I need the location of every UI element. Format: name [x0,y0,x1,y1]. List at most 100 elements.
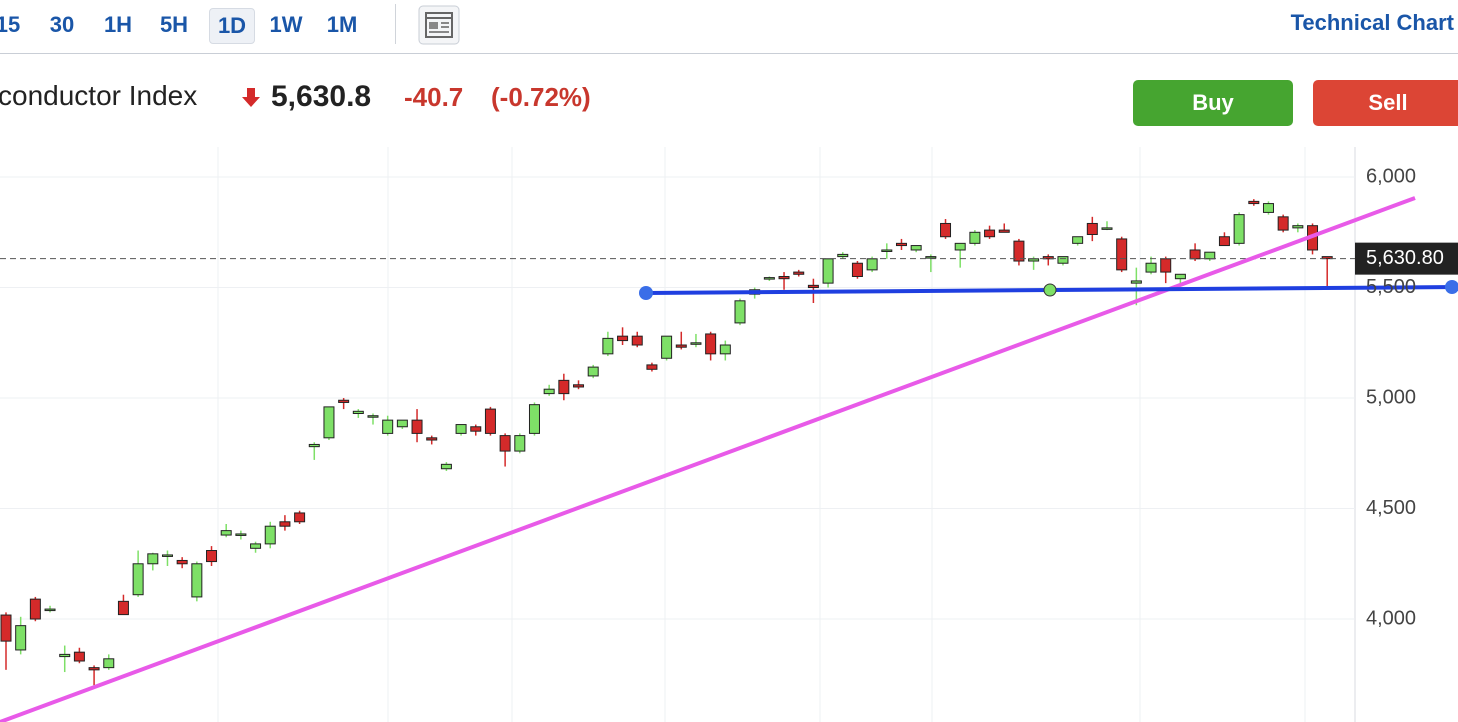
candle-body [705,333,717,355]
interval-tab[interactable]: 1D [209,8,255,44]
candle-body [734,300,746,324]
candle-body [954,242,966,251]
sell-button[interactable]: Sell [1313,80,1458,126]
candle-body [484,408,496,434]
candle-body [191,563,203,598]
candle-body [396,419,408,428]
candle-body [1174,273,1186,280]
buy-button[interactable]: Buy [1133,80,1293,126]
candle-body [59,653,71,658]
candle-body [250,543,262,549]
candle-body [690,342,702,345]
candle-body [675,344,687,348]
candle-body [1116,238,1128,271]
candle-body [617,335,629,342]
candle-body [0,614,12,642]
candle-body [778,275,790,280]
candle-body [631,335,643,346]
y-tick-label: 4,000 [1366,607,1416,629]
technical-chart-link[interactable]: Technical Chart [1290,10,1454,35]
candle-body [661,335,673,359]
line-handle[interactable] [1445,280,1458,294]
candle-body [1218,236,1230,247]
candle-body [15,625,27,651]
candle-body [308,443,320,448]
candle-body [866,258,878,271]
candle-body [323,406,335,439]
candle-body [719,344,731,355]
candle-body [793,271,805,275]
change: -40.7 [404,82,464,112]
candle-body [382,419,394,434]
layout-icon[interactable] [418,5,460,45]
candle-body [1086,222,1098,236]
candle-body [587,366,599,377]
candle-body [1130,280,1142,284]
plot [0,176,1355,686]
candle-body [264,525,276,545]
toolbar-border [0,53,1458,54]
y-tick-label: 5,000 [1366,386,1416,408]
candle-body [558,379,570,395]
last-price-label: 5,630.80 [1366,247,1444,269]
candle-body [940,222,952,238]
candle-body [1277,216,1289,231]
candle-body [440,463,452,470]
candle-body [1042,256,1054,260]
candle-body [1057,256,1069,264]
down-arrow [242,88,260,107]
candle-body [117,600,129,616]
candle-body [1262,203,1274,213]
interval-tab[interactable]: 1H [103,12,133,37]
candle-body [352,410,364,415]
candle-body [763,277,775,280]
instrument-name: conductor Index [0,80,198,111]
candle-body [1204,251,1216,260]
candle-body [294,512,306,523]
interval-tab[interactable]: 30 [49,12,75,37]
candle-body [279,521,291,527]
candle-body [29,598,41,620]
candle-body [132,563,144,596]
interval-tab[interactable]: 1W [269,12,303,37]
interval-tab[interactable]: 5H [159,12,189,37]
candle-body [470,426,482,432]
candle-body [44,608,56,612]
candle-body [984,229,996,238]
last-price-box [1355,242,1458,275]
candle-body [411,419,423,434]
candle-body [543,388,555,395]
line-handle[interactable] [1043,283,1057,297]
candle-body [998,229,1010,233]
candle-body [602,337,614,355]
candle-body [206,550,218,563]
candle-body [837,253,849,258]
candle-body [73,651,85,662]
vertical-grid [217,147,1306,722]
candle-body [573,384,585,388]
candle-body [176,559,188,565]
candle-body [851,262,863,277]
candle-body [646,364,658,370]
line-handle[interactable] [639,286,653,300]
trend-line[interactable] [0,196,1416,722]
candle-body [338,399,350,403]
candle-body [514,435,526,452]
candle-body [235,533,247,536]
candle-body [1145,262,1157,273]
candle-body [1072,236,1084,244]
y-tick-label: 5,500 [1366,276,1416,298]
candle-body [895,242,907,247]
interval-tab[interactable]: 15 [0,12,21,37]
change-percent: (-0.72%) [491,82,591,112]
candle-body [1321,256,1333,260]
candle-body [1292,225,1304,229]
interval-tab[interactable]: 1M [326,12,358,37]
candle-body [807,284,819,289]
candle-body [1160,258,1172,273]
candle-body [1233,214,1245,244]
candle-body [147,553,159,565]
candle-body [455,424,467,434]
candle-body [367,415,379,418]
